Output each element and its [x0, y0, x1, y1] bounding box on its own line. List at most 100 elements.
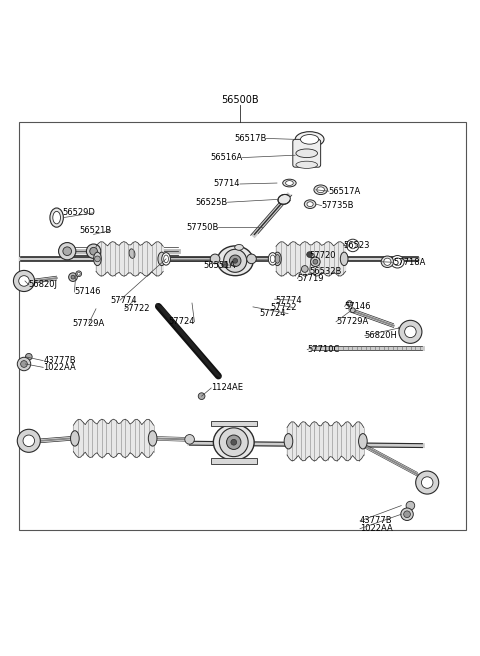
Circle shape: [416, 471, 439, 494]
Circle shape: [307, 252, 312, 257]
Ellipse shape: [213, 424, 254, 461]
Ellipse shape: [235, 245, 243, 250]
Text: 57735B: 57735B: [322, 201, 354, 210]
Text: 57718A: 57718A: [394, 258, 426, 267]
Circle shape: [219, 428, 248, 457]
Ellipse shape: [268, 253, 277, 265]
Polygon shape: [156, 304, 221, 377]
Text: 57750B: 57750B: [186, 222, 218, 232]
Text: 57724: 57724: [168, 318, 194, 326]
Ellipse shape: [295, 132, 324, 147]
Polygon shape: [276, 241, 346, 276]
Ellipse shape: [95, 256, 100, 262]
Ellipse shape: [148, 431, 157, 446]
Circle shape: [421, 477, 433, 488]
Ellipse shape: [300, 134, 319, 144]
Ellipse shape: [86, 244, 101, 258]
Circle shape: [233, 258, 238, 263]
Text: 56517A: 56517A: [329, 187, 361, 195]
Text: 56521B: 56521B: [79, 226, 111, 235]
Text: 57722: 57722: [124, 304, 150, 314]
Circle shape: [17, 429, 40, 453]
Circle shape: [301, 266, 308, 272]
Circle shape: [406, 501, 415, 510]
Circle shape: [405, 326, 416, 338]
Circle shape: [63, 247, 72, 256]
Text: 1022AA: 1022AA: [43, 363, 76, 372]
Ellipse shape: [394, 258, 401, 266]
Bar: [19, 121, 466, 529]
Ellipse shape: [129, 249, 135, 258]
Text: 57774: 57774: [110, 296, 137, 304]
Text: 57710C: 57710C: [307, 345, 339, 354]
Ellipse shape: [286, 180, 293, 186]
Circle shape: [13, 270, 35, 291]
Text: 56551A: 56551A: [203, 261, 235, 270]
Text: 57714: 57714: [214, 180, 240, 188]
Ellipse shape: [348, 302, 351, 305]
Ellipse shape: [307, 202, 313, 207]
Circle shape: [210, 254, 220, 264]
Text: 56525B: 56525B: [196, 197, 228, 207]
Circle shape: [21, 361, 27, 367]
Circle shape: [229, 255, 241, 266]
Ellipse shape: [76, 271, 82, 277]
Text: 1124AE: 1124AE: [211, 384, 243, 392]
Text: 57720: 57720: [310, 251, 336, 260]
Ellipse shape: [296, 161, 318, 169]
FancyBboxPatch shape: [211, 458, 257, 464]
Ellipse shape: [90, 247, 97, 255]
Text: 56523: 56523: [343, 241, 370, 250]
Circle shape: [313, 259, 318, 264]
Ellipse shape: [270, 255, 275, 262]
Polygon shape: [96, 241, 163, 276]
FancyBboxPatch shape: [211, 420, 257, 426]
Circle shape: [247, 254, 256, 264]
Circle shape: [311, 257, 320, 266]
Ellipse shape: [381, 256, 394, 268]
Circle shape: [399, 320, 422, 343]
Text: 56516A: 56516A: [210, 153, 242, 162]
Circle shape: [401, 508, 413, 520]
Text: 56500B: 56500B: [221, 95, 259, 105]
Ellipse shape: [359, 434, 367, 449]
Circle shape: [59, 243, 76, 260]
Text: 56529D: 56529D: [62, 209, 95, 217]
Text: 57729A: 57729A: [72, 319, 104, 328]
Ellipse shape: [391, 256, 404, 268]
Ellipse shape: [158, 252, 166, 266]
Ellipse shape: [347, 300, 352, 306]
Polygon shape: [73, 419, 154, 458]
Text: 57724: 57724: [259, 309, 286, 318]
Ellipse shape: [71, 431, 79, 446]
Circle shape: [23, 435, 35, 447]
Circle shape: [17, 358, 31, 371]
Text: 56820J: 56820J: [29, 280, 58, 289]
Text: 57774: 57774: [275, 296, 301, 304]
Circle shape: [224, 249, 247, 272]
Ellipse shape: [284, 434, 293, 449]
Circle shape: [71, 276, 75, 279]
Ellipse shape: [296, 149, 318, 157]
Text: 56820H: 56820H: [365, 331, 397, 340]
Text: 43777B: 43777B: [360, 516, 393, 525]
Ellipse shape: [317, 187, 324, 193]
Circle shape: [222, 262, 228, 268]
Text: 1022AA: 1022AA: [360, 524, 393, 533]
Ellipse shape: [278, 194, 290, 204]
Text: 57729A: 57729A: [336, 318, 368, 326]
Ellipse shape: [217, 246, 253, 276]
Text: 57146: 57146: [74, 287, 101, 297]
Circle shape: [231, 440, 237, 445]
Ellipse shape: [274, 252, 281, 266]
Ellipse shape: [384, 258, 391, 266]
Circle shape: [347, 239, 359, 252]
Ellipse shape: [164, 255, 168, 262]
Circle shape: [19, 276, 29, 286]
Text: 56517B: 56517B: [234, 134, 266, 143]
Circle shape: [69, 273, 77, 281]
Text: 57719: 57719: [298, 274, 324, 283]
Ellipse shape: [275, 255, 280, 263]
Ellipse shape: [50, 208, 63, 227]
Circle shape: [404, 511, 410, 518]
